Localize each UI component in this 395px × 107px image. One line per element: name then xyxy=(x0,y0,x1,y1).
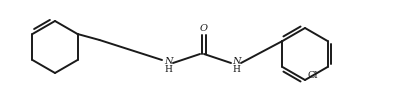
Text: N: N xyxy=(232,57,240,66)
Text: Cl: Cl xyxy=(307,71,318,80)
Text: O: O xyxy=(200,24,208,33)
Text: H: H xyxy=(232,65,240,74)
Text: N: N xyxy=(164,57,172,66)
Text: H: H xyxy=(164,65,172,74)
